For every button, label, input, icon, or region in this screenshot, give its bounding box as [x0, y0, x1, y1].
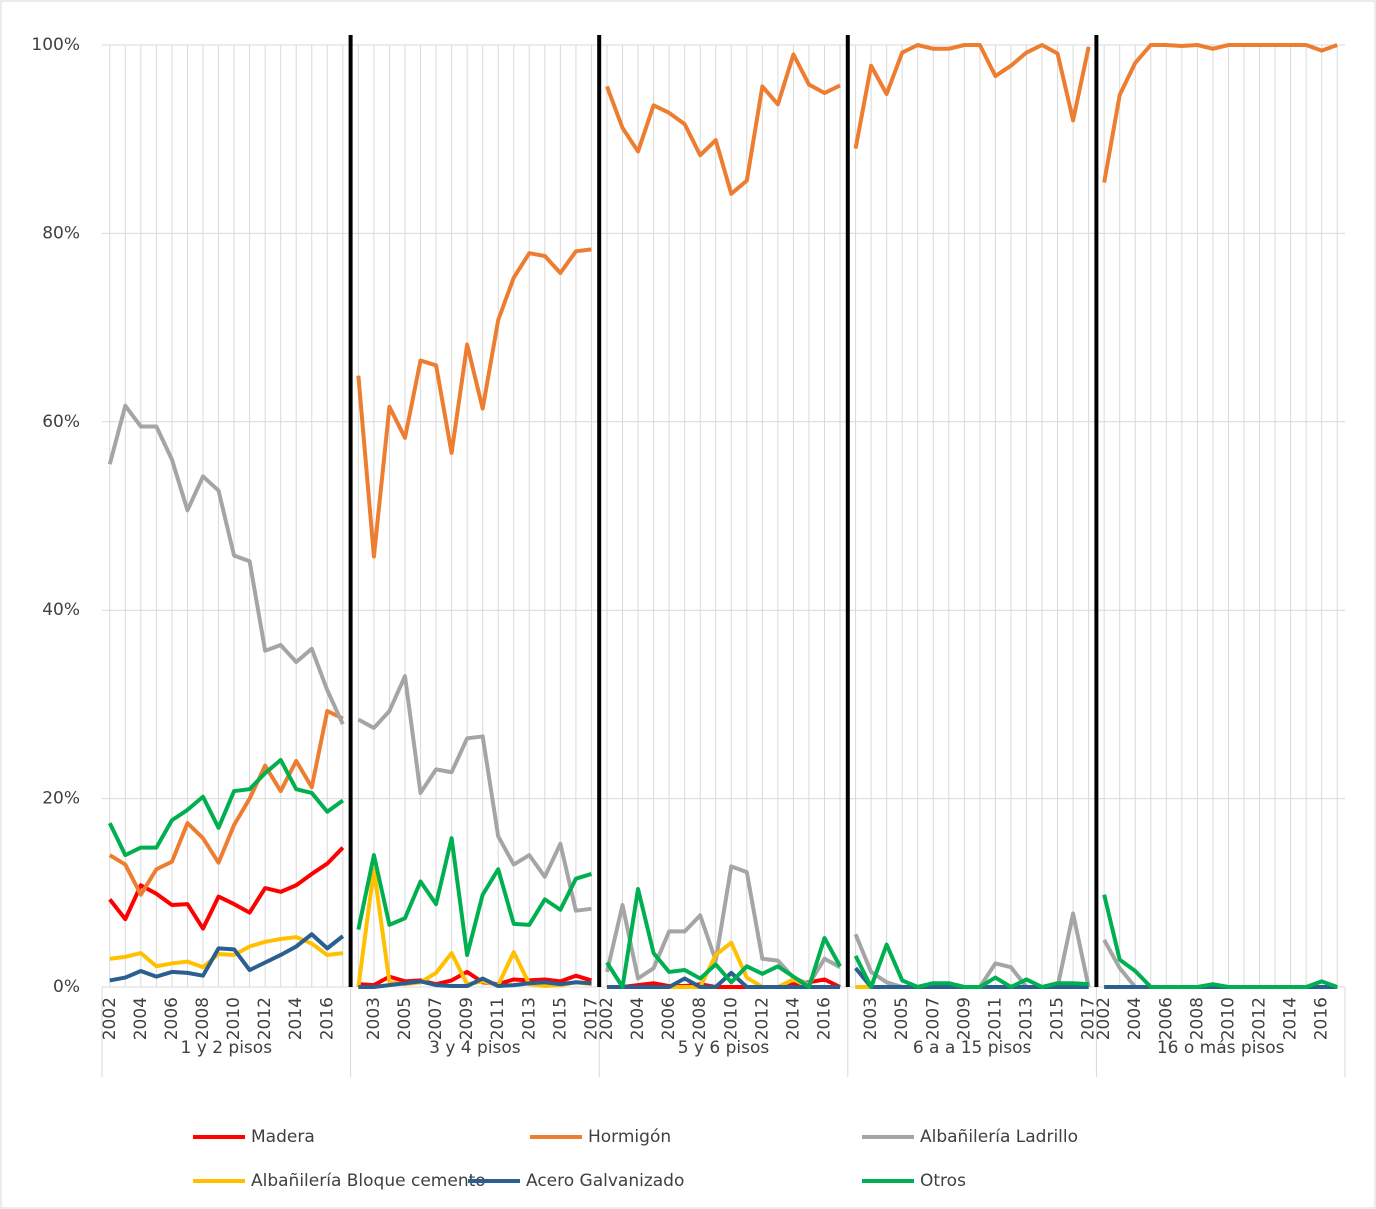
x-tick-label: 2010: [721, 997, 741, 1040]
x-tick-label: 2016: [317, 997, 337, 1040]
x-tick-label: 2002: [100, 997, 120, 1040]
legend-label: Albañilería Ladrillo: [920, 1127, 1078, 1147]
series-line: [358, 976, 592, 989]
x-tick-label: 2013: [1016, 997, 1036, 1040]
series-line: [107, 757, 345, 858]
x-tick-label: 2007: [426, 997, 446, 1040]
y-tick-label: 60%: [42, 412, 80, 432]
legend-label: Hormigón: [588, 1127, 671, 1147]
series-line: [108, 708, 344, 897]
x-tick-label: 2011: [488, 997, 508, 1040]
series-line: [109, 932, 345, 983]
x-tick-label: 2017: [581, 997, 601, 1040]
series-line: [605, 887, 842, 989]
y-tick-label: 20%: [42, 789, 80, 809]
x-tick-label: 2007: [923, 997, 943, 1040]
x-tick-label: 2012: [255, 997, 275, 1040]
legend-label: Acero Galvanizado: [526, 1171, 684, 1191]
x-tick-label: 2006: [659, 997, 679, 1040]
legend-label: Albañilería Bloque cemento: [251, 1171, 486, 1191]
group-label: 16 o más pisos: [1157, 1038, 1285, 1058]
series-line: [853, 43, 1091, 149]
y-tick-label: 100%: [31, 35, 80, 55]
group-label: 3 y 4 pisos: [429, 1038, 521, 1058]
group-label: 1 y 2 pisos: [181, 1038, 273, 1058]
series-line: [606, 970, 841, 989]
series-line: [357, 674, 592, 913]
x-tick-label: 2004: [628, 997, 648, 1040]
x-tick-label: 2012: [752, 997, 772, 1040]
x-tick-label: 2006: [1156, 997, 1176, 1040]
x-tick-label: 2008: [193, 997, 213, 1040]
x-tick-label: 2002: [597, 997, 617, 1040]
series-line: [356, 836, 593, 957]
x-tick-label: 2010: [1218, 997, 1238, 1040]
x-tick-label: 2004: [1125, 997, 1145, 1040]
x-tick-label: 2005: [892, 997, 912, 1040]
x-tick-label: 2016: [1312, 997, 1332, 1040]
x-tick-label: 2014: [783, 997, 803, 1040]
series-line: [1102, 43, 1338, 183]
series-line: [853, 942, 1089, 989]
x-tick-label: 2011: [985, 997, 1005, 1040]
series-line: [108, 846, 345, 931]
series-line: [356, 247, 592, 559]
series-line: [605, 52, 841, 196]
series-line: [107, 403, 345, 726]
legend-label: Otros: [920, 1171, 966, 1191]
legend-label: Madera: [251, 1127, 315, 1147]
x-tick-label: 2006: [162, 997, 182, 1040]
group-label: 5 y 6 pisos: [678, 1038, 770, 1058]
series-line: [1102, 894, 1338, 989]
x-tick-label: 2015: [1048, 997, 1068, 1040]
x-tick-label: 2009: [954, 997, 974, 1040]
x-tick-label: 2017: [1079, 997, 1099, 1040]
x-tick-label: 2008: [690, 997, 710, 1040]
x-tick-label: 2013: [519, 997, 539, 1040]
x-tick-label: 2008: [1187, 997, 1207, 1040]
group-label: 6 a a 15 pisos: [913, 1038, 1032, 1058]
y-tick-label: 80%: [42, 223, 80, 243]
x-tick-label: 2010: [224, 997, 244, 1040]
y-tick-label: 0%: [53, 977, 80, 997]
x-tick-label: 2014: [1281, 997, 1301, 1040]
x-tick-label: 2003: [364, 997, 384, 1040]
x-tick-label: 2005: [395, 997, 415, 1040]
y-tick-label: 40%: [42, 600, 80, 620]
series-line: [358, 969, 593, 988]
x-tick-label: 2009: [457, 997, 477, 1040]
x-tick-label: 2014: [286, 997, 306, 1040]
x-tick-label: 2004: [131, 997, 151, 1040]
x-tick-label: 2016: [814, 997, 834, 1040]
x-tick-label: 2012: [1250, 997, 1270, 1040]
x-tick-label: 2015: [550, 997, 570, 1040]
x-tick-label: 2003: [861, 997, 881, 1040]
x-tick-label: 2002: [1094, 997, 1114, 1040]
